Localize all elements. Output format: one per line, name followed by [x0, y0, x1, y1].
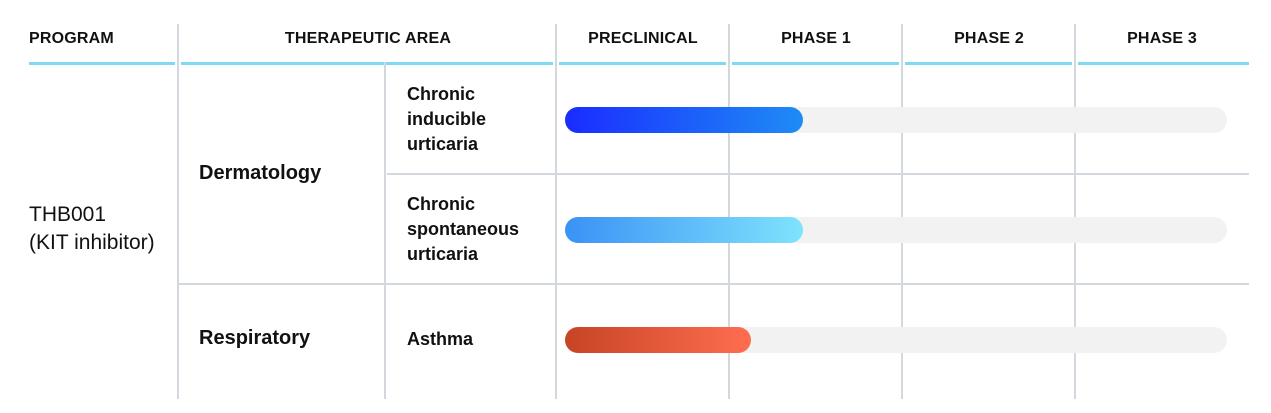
indication-line: Chronic — [407, 84, 476, 104]
header-rule-phase-1 — [732, 62, 899, 65]
indication-asthma: Asthma — [407, 327, 473, 352]
header-phase-1: PHASE 1 — [781, 30, 851, 47]
indication-csu: Chronic spontaneous urticaria — [407, 192, 519, 267]
grid-line-h2 — [179, 283, 1249, 285]
header-rule-preclinical — [559, 62, 726, 65]
header-therapeutic-area: THERAPEUTIC AREA — [284, 30, 452, 47]
header-phase-2: PHASE 2 — [954, 30, 1024, 47]
program-code: THB001 — [29, 203, 107, 226]
header-rule-phase-2 — [905, 62, 1072, 65]
area-dermatology: Dermatology — [199, 162, 322, 184]
indication-line: inducible — [407, 109, 487, 129]
indication-line: Asthma — [407, 329, 474, 349]
grid-line-v2 — [384, 62, 386, 399]
indication-ciu: Chronic inducible urticaria — [407, 82, 486, 157]
indication-line: spontaneous — [407, 219, 520, 239]
area-respiratory: Respiratory — [199, 327, 311, 349]
progress-fill-asthma — [565, 327, 751, 353]
indication-line: Chronic — [407, 194, 476, 214]
progress-track-ciu — [565, 107, 1227, 133]
grid-line-v6 — [1074, 24, 1076, 399]
header-rule-program — [29, 62, 175, 65]
indication-line: urticaria — [407, 244, 479, 264]
grid-line-h1 — [387, 173, 1249, 175]
header-rule-therapeutic-area — [181, 62, 553, 65]
indication-line: urticaria — [407, 134, 479, 154]
grid-line-v3 — [555, 24, 557, 399]
progress-track-csu — [565, 217, 1227, 243]
header-rule-phase-3 — [1078, 62, 1249, 65]
grid-line-v1 — [177, 24, 179, 399]
header-preclinical: PRECLINICAL — [588, 30, 698, 47]
progress-fill-ciu — [565, 107, 803, 133]
grid-line-v5 — [901, 24, 903, 399]
progress-fill-csu — [565, 217, 803, 243]
program-type: (KIT inhibitor) — [29, 231, 155, 254]
program-name: THB001 (KIT inhibitor) — [29, 201, 179, 257]
progress-track-asthma — [565, 327, 1227, 353]
grid-line-v4 — [728, 24, 730, 399]
header-phase-3: PHASE 3 — [1127, 30, 1197, 47]
header-program: PROGRAM — [29, 30, 114, 47]
